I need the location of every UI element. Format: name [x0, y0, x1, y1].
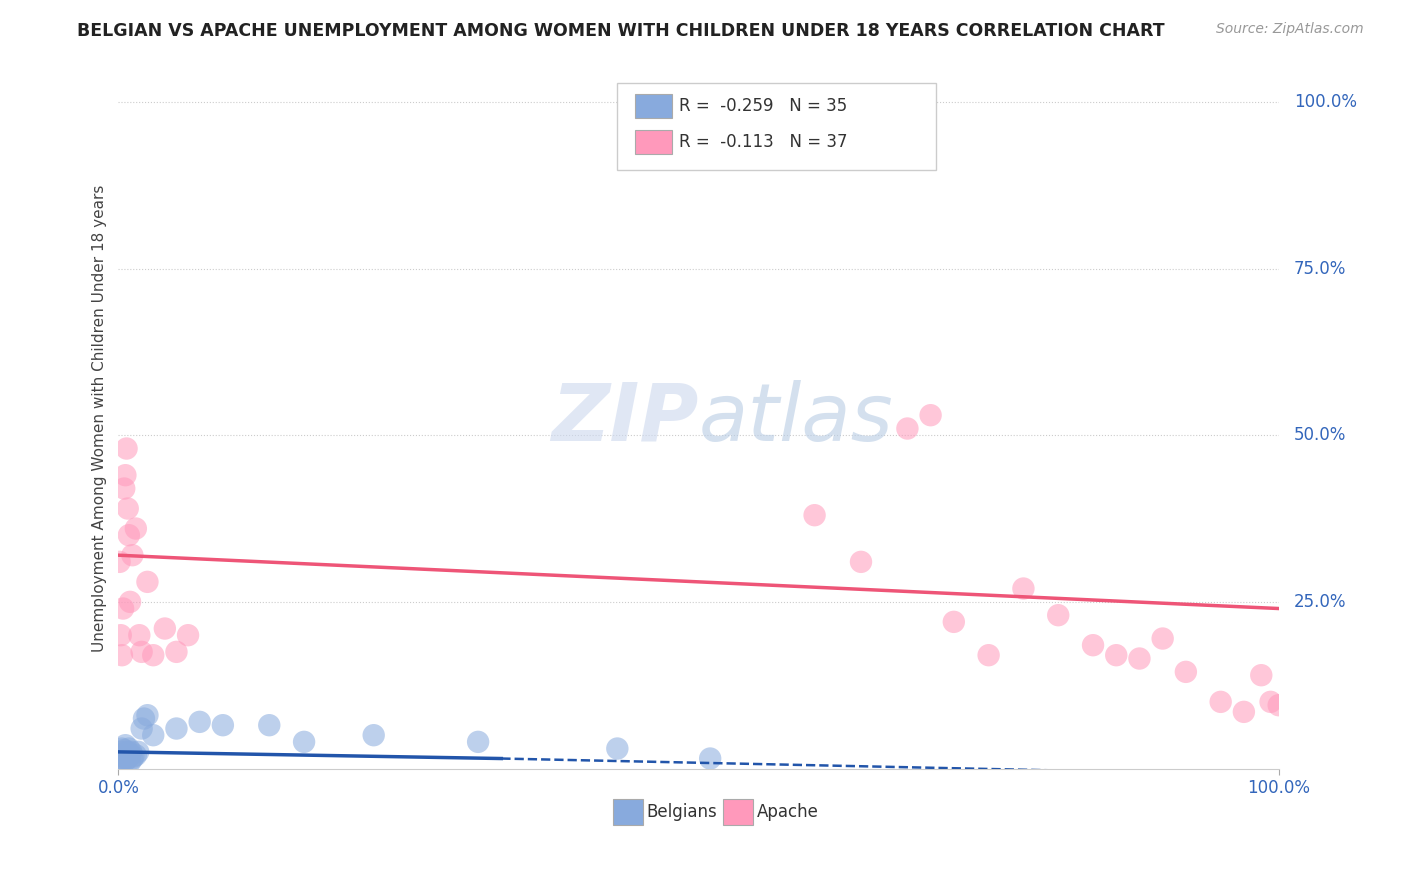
- Point: [1081, 638, 1104, 652]
- Point: [1012, 582, 1035, 596]
- FancyBboxPatch shape: [613, 799, 643, 824]
- Point: [896, 421, 918, 435]
- Point: [108, 555, 131, 569]
- Point: [115, 748, 138, 763]
- Point: [1128, 651, 1150, 665]
- Point: [117, 501, 139, 516]
- Point: [1047, 608, 1070, 623]
- Text: 75.0%: 75.0%: [1294, 260, 1346, 277]
- Point: [166, 645, 188, 659]
- Y-axis label: Unemployment Among Women with Children Under 18 years: Unemployment Among Women with Children U…: [93, 185, 107, 652]
- Point: [111, 648, 134, 663]
- Point: [699, 751, 721, 765]
- Text: R =  -0.113   N = 37: R = -0.113 N = 37: [679, 133, 848, 151]
- Point: [114, 738, 136, 752]
- Point: [920, 408, 942, 422]
- Point: [112, 601, 135, 615]
- Point: [118, 748, 141, 763]
- Point: [122, 749, 145, 764]
- Point: [121, 548, 143, 562]
- Point: [606, 741, 628, 756]
- Point: [153, 622, 176, 636]
- Text: BELGIAN VS APACHE UNEMPLOYMENT AMONG WOMEN WITH CHILDREN UNDER 18 YEARS CORRELAT: BELGIAN VS APACHE UNEMPLOYMENT AMONG WOM…: [77, 22, 1166, 40]
- Point: [118, 741, 141, 756]
- Point: [188, 714, 211, 729]
- Point: [803, 508, 825, 523]
- Text: Apache: Apache: [756, 803, 818, 821]
- Point: [108, 748, 131, 763]
- Text: Belgians: Belgians: [647, 803, 717, 821]
- Point: [112, 749, 135, 764]
- FancyBboxPatch shape: [723, 799, 754, 824]
- Point: [177, 628, 200, 642]
- Point: [117, 745, 139, 759]
- Point: [977, 648, 1000, 663]
- Point: [1233, 705, 1256, 719]
- Point: [1267, 698, 1289, 713]
- Point: [942, 615, 965, 629]
- Point: [125, 522, 148, 536]
- Point: [125, 748, 148, 763]
- Point: [114, 754, 136, 768]
- Point: [115, 442, 138, 456]
- Point: [136, 708, 159, 723]
- Point: [1260, 695, 1282, 709]
- Point: [259, 718, 281, 732]
- Point: [467, 735, 489, 749]
- Text: 50.0%: 50.0%: [1294, 426, 1346, 444]
- Point: [131, 722, 153, 736]
- Point: [110, 745, 132, 759]
- Text: ZIP: ZIP: [551, 379, 699, 458]
- Point: [121, 751, 143, 765]
- Point: [142, 728, 165, 742]
- Point: [110, 628, 132, 642]
- Text: 100.0%: 100.0%: [1294, 93, 1357, 111]
- Point: [112, 751, 135, 765]
- Point: [212, 718, 235, 732]
- Point: [142, 648, 165, 663]
- Point: [166, 722, 188, 736]
- Point: [118, 595, 141, 609]
- Point: [131, 645, 153, 659]
- Point: [1105, 648, 1128, 663]
- Point: [118, 528, 141, 542]
- Point: [127, 745, 149, 759]
- Point: [128, 628, 150, 642]
- Point: [120, 745, 142, 759]
- Point: [849, 555, 872, 569]
- FancyBboxPatch shape: [617, 83, 936, 170]
- FancyBboxPatch shape: [634, 130, 672, 154]
- Point: [136, 574, 159, 589]
- Text: atlas: atlas: [699, 379, 893, 458]
- Point: [111, 741, 134, 756]
- Point: [363, 728, 385, 742]
- Point: [114, 468, 136, 483]
- Text: 25.0%: 25.0%: [1294, 593, 1347, 611]
- Text: Source: ZipAtlas.com: Source: ZipAtlas.com: [1216, 22, 1364, 37]
- Point: [1152, 632, 1174, 646]
- Point: [110, 751, 132, 765]
- Point: [1250, 668, 1272, 682]
- Point: [1174, 665, 1197, 679]
- Point: [111, 755, 134, 769]
- Text: R =  -0.259   N = 35: R = -0.259 N = 35: [679, 96, 846, 114]
- Point: [112, 747, 135, 761]
- Point: [112, 743, 135, 757]
- Point: [1209, 695, 1232, 709]
- Point: [117, 751, 139, 765]
- Point: [112, 482, 135, 496]
- Point: [118, 755, 141, 769]
- Point: [132, 712, 155, 726]
- FancyBboxPatch shape: [634, 94, 672, 118]
- Point: [292, 735, 315, 749]
